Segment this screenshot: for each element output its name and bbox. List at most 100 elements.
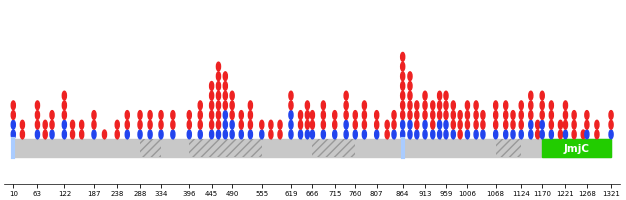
Circle shape (438, 121, 442, 129)
Circle shape (563, 101, 568, 110)
Circle shape (444, 111, 448, 120)
Circle shape (444, 130, 448, 139)
Circle shape (408, 72, 412, 81)
Circle shape (310, 130, 314, 139)
Circle shape (431, 111, 435, 120)
Circle shape (125, 121, 130, 129)
Circle shape (465, 111, 470, 120)
Circle shape (481, 130, 485, 139)
Circle shape (171, 111, 175, 120)
Circle shape (408, 101, 412, 110)
Circle shape (585, 111, 589, 120)
Circle shape (423, 121, 427, 129)
Circle shape (444, 121, 448, 129)
Circle shape (415, 121, 419, 129)
Circle shape (43, 121, 47, 129)
Circle shape (401, 130, 405, 139)
Circle shape (474, 101, 478, 110)
Circle shape (138, 121, 142, 129)
Circle shape (549, 121, 553, 129)
Circle shape (305, 130, 309, 139)
Circle shape (451, 130, 455, 139)
Circle shape (585, 130, 589, 139)
Circle shape (540, 101, 544, 110)
Circle shape (465, 130, 470, 139)
Circle shape (585, 121, 589, 129)
Circle shape (408, 130, 412, 139)
Circle shape (511, 111, 515, 120)
Circle shape (431, 101, 435, 110)
Circle shape (92, 111, 96, 120)
Circle shape (305, 121, 309, 129)
Circle shape (217, 92, 220, 101)
Circle shape (198, 130, 202, 139)
Circle shape (474, 111, 478, 120)
Circle shape (230, 92, 234, 101)
Circle shape (230, 130, 234, 139)
Circle shape (392, 121, 396, 129)
Circle shape (401, 53, 405, 62)
Circle shape (310, 111, 314, 120)
Circle shape (11, 101, 16, 110)
Text: JmjC: JmjC (563, 143, 590, 153)
Circle shape (36, 130, 39, 139)
Circle shape (504, 101, 508, 110)
Circle shape (362, 101, 366, 110)
Circle shape (519, 121, 523, 129)
Circle shape (451, 121, 455, 129)
Circle shape (415, 130, 419, 139)
Circle shape (609, 111, 613, 120)
Circle shape (494, 130, 498, 139)
Circle shape (494, 121, 498, 129)
Circle shape (401, 72, 405, 81)
Circle shape (321, 111, 326, 120)
Circle shape (217, 82, 220, 91)
Circle shape (239, 111, 244, 120)
Circle shape (474, 121, 478, 129)
Circle shape (210, 121, 213, 129)
Circle shape (465, 101, 470, 110)
Circle shape (504, 111, 508, 120)
Bar (13, 140, 611, 157)
Circle shape (374, 111, 379, 120)
Circle shape (159, 111, 163, 120)
Circle shape (71, 121, 74, 129)
Circle shape (519, 101, 523, 110)
Circle shape (198, 111, 202, 120)
Circle shape (299, 111, 302, 120)
Circle shape (21, 121, 24, 129)
Circle shape (21, 130, 24, 139)
Circle shape (408, 121, 412, 129)
Circle shape (43, 130, 47, 139)
Circle shape (431, 130, 435, 139)
Circle shape (230, 111, 234, 120)
Circle shape (210, 111, 213, 120)
Circle shape (92, 130, 96, 139)
Circle shape (529, 92, 533, 101)
Circle shape (392, 130, 396, 139)
Circle shape (474, 130, 478, 139)
Circle shape (138, 130, 142, 139)
Circle shape (609, 121, 613, 129)
Circle shape (401, 82, 405, 91)
Circle shape (223, 72, 227, 81)
Circle shape (540, 130, 544, 139)
Circle shape (187, 111, 192, 120)
Circle shape (401, 111, 405, 120)
Circle shape (289, 101, 293, 110)
Circle shape (504, 121, 508, 129)
Bar (312, 140, 356, 157)
Circle shape (595, 130, 599, 139)
Circle shape (289, 92, 293, 101)
Circle shape (289, 121, 293, 129)
Circle shape (529, 130, 533, 139)
Circle shape (465, 121, 470, 129)
Circle shape (451, 101, 455, 110)
Circle shape (344, 92, 348, 101)
Circle shape (125, 111, 130, 120)
Circle shape (260, 130, 264, 139)
Circle shape (210, 92, 213, 101)
Circle shape (451, 111, 455, 120)
Circle shape (504, 130, 508, 139)
Circle shape (549, 101, 553, 110)
